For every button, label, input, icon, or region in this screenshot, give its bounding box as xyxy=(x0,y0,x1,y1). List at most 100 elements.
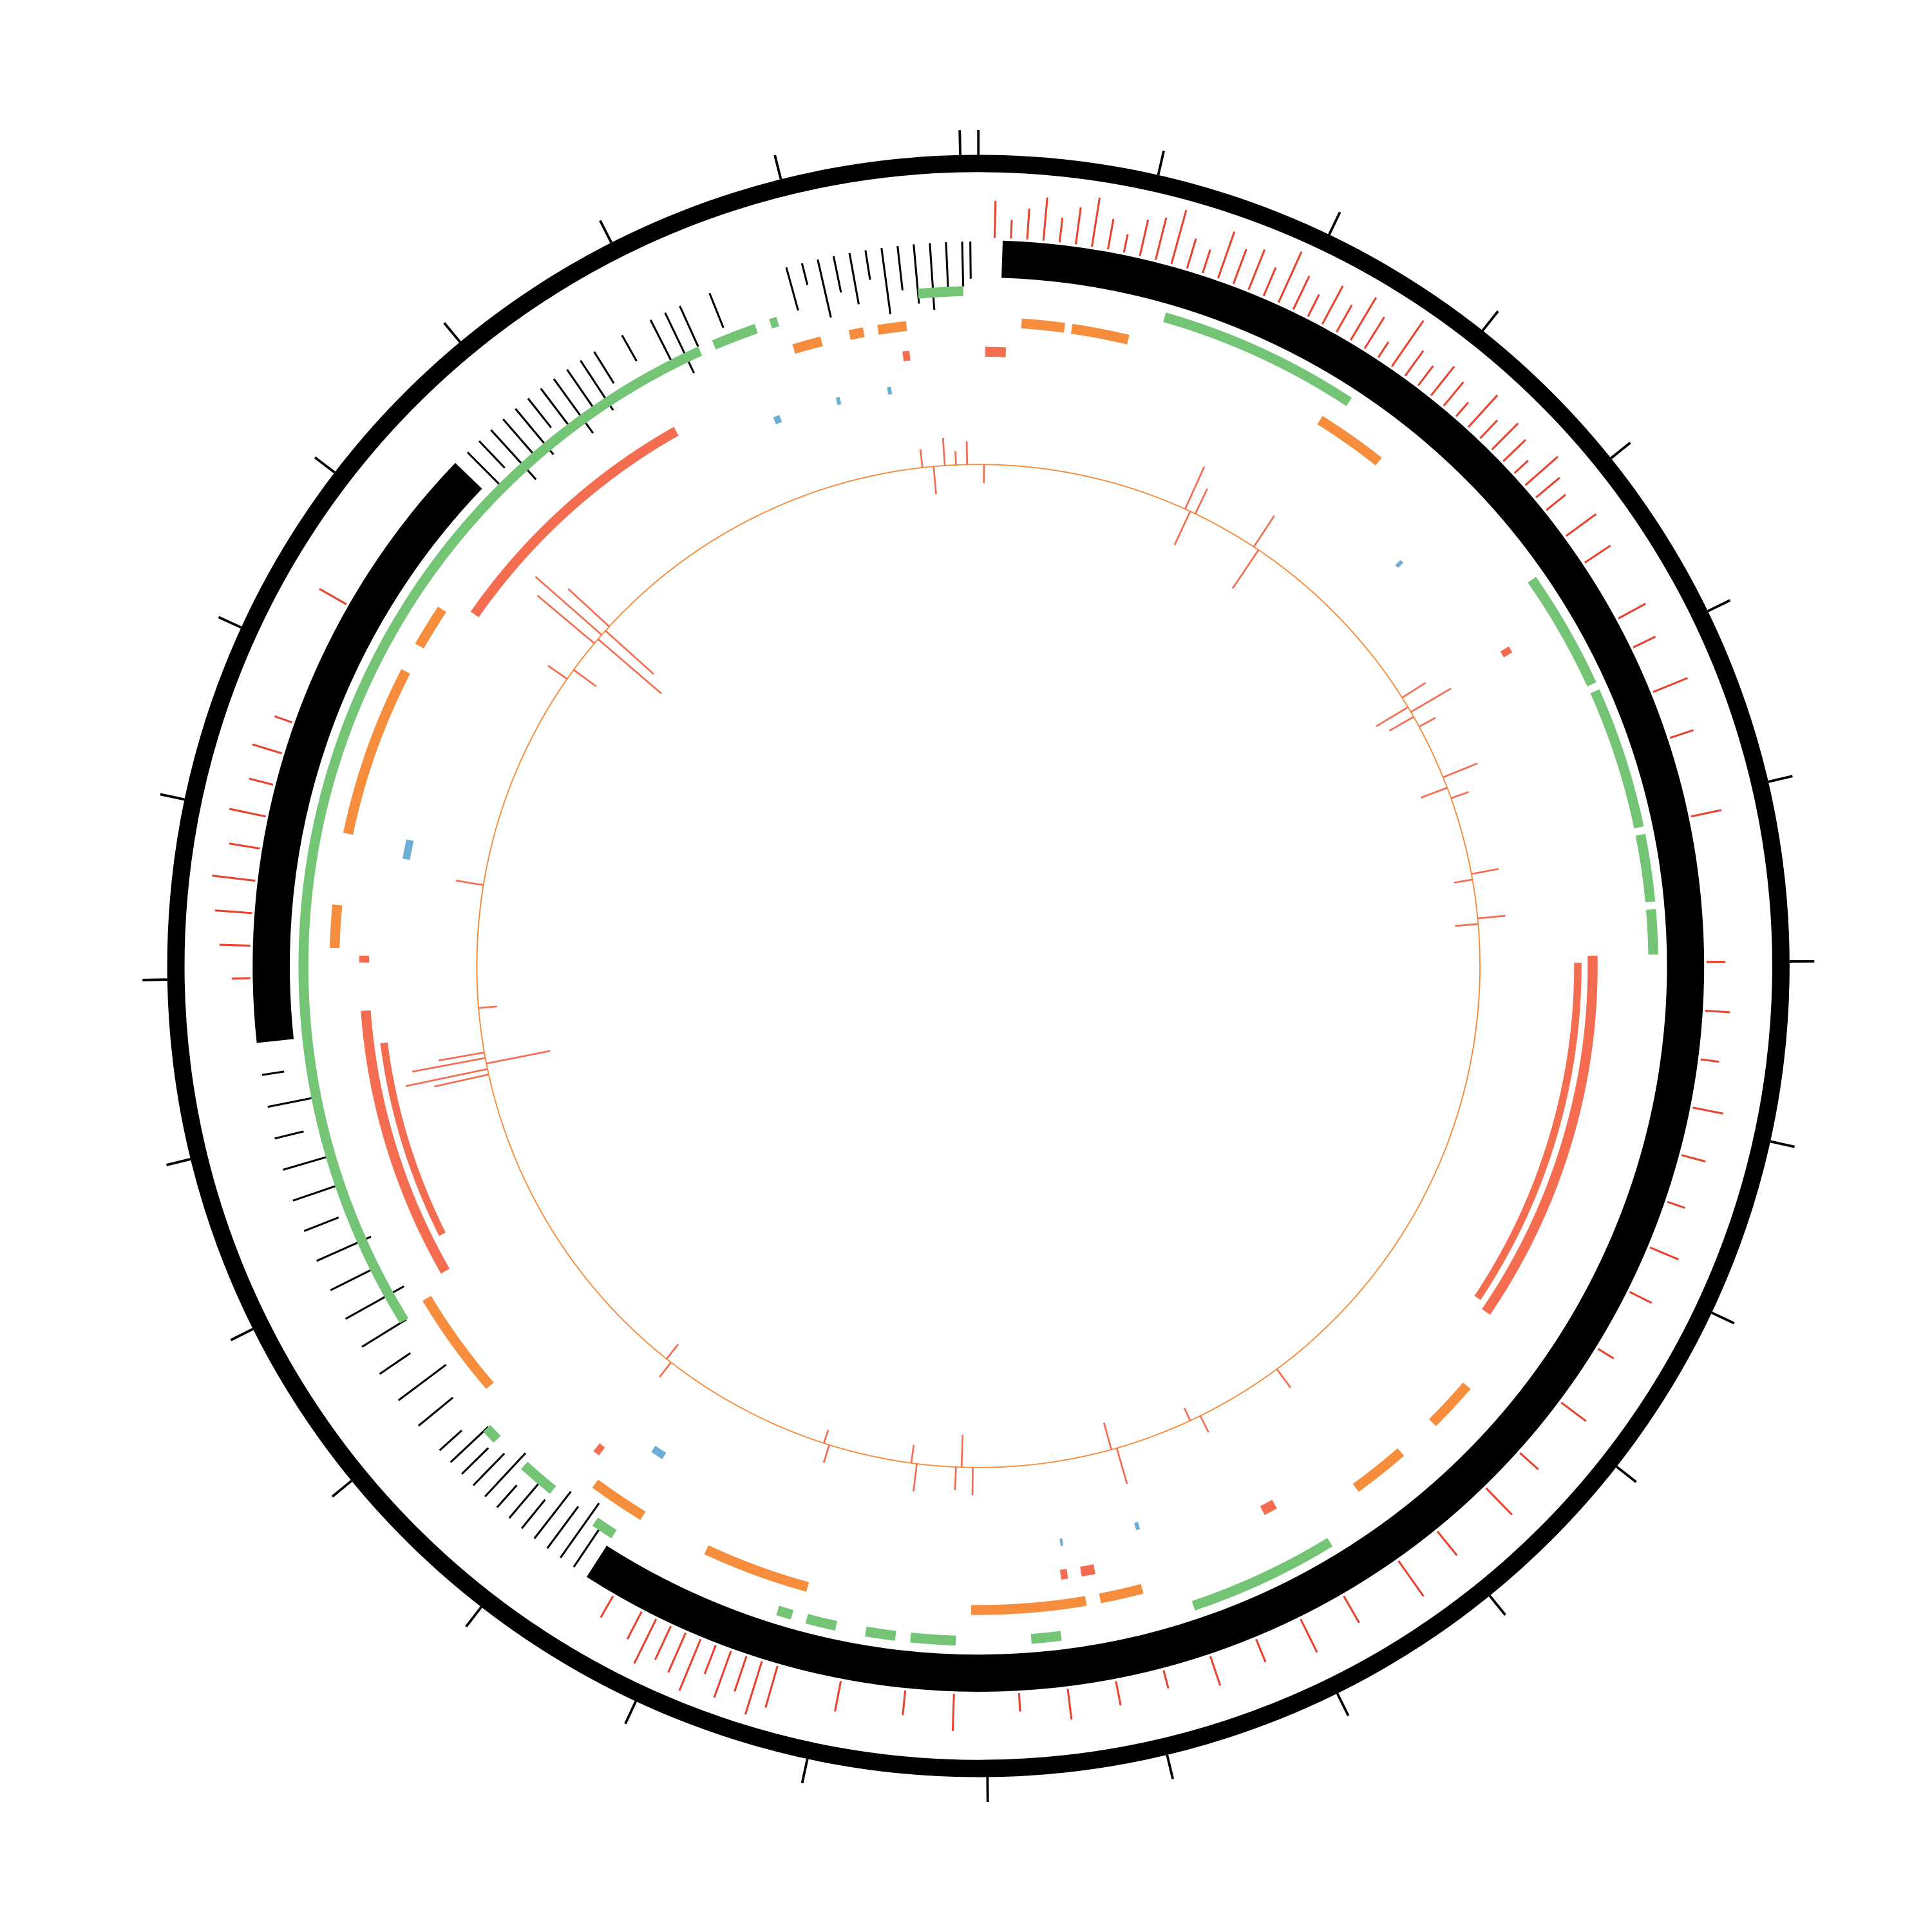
spike xyxy=(1388,715,1414,732)
arc-segment xyxy=(592,1517,617,1539)
histogram-bar xyxy=(1377,341,1390,358)
histogram-bar xyxy=(621,334,638,362)
spike xyxy=(822,1444,830,1463)
histogram-bar xyxy=(397,1363,447,1401)
histogram-bar xyxy=(654,1625,672,1660)
arc-segment xyxy=(298,346,703,1323)
spike xyxy=(1183,1407,1191,1421)
histogram-bar xyxy=(1669,729,1694,739)
arc-segment xyxy=(402,839,414,860)
histogram-bar xyxy=(1633,636,1656,649)
histogram-bar xyxy=(961,242,965,287)
tick-mark xyxy=(599,220,612,243)
histogram-bar xyxy=(785,267,799,311)
histogram-bar xyxy=(848,252,860,305)
tick-mark xyxy=(1166,1754,1175,1779)
tick-mark xyxy=(800,1758,809,1784)
histogram-bar xyxy=(902,1690,907,1716)
tick-mark xyxy=(1707,599,1731,612)
spike xyxy=(1231,549,1260,589)
arc-segment xyxy=(343,669,410,835)
arc-segment xyxy=(910,1633,956,1646)
tick-mark xyxy=(314,456,336,474)
histogram-bar xyxy=(993,200,997,238)
histogram-bar xyxy=(1106,218,1115,250)
histogram-bar xyxy=(1066,1689,1073,1720)
histogram-bar xyxy=(559,1502,600,1558)
tick-mark xyxy=(1336,1692,1350,1716)
histogram-bar xyxy=(1170,209,1188,265)
histogram-bar xyxy=(229,842,260,850)
histogram-bar xyxy=(832,256,842,293)
arc-segment xyxy=(1059,1569,1068,1580)
histogram-bar xyxy=(1350,297,1377,341)
spike xyxy=(536,594,595,645)
spike xyxy=(1477,914,1506,920)
histogram-bar xyxy=(1010,220,1013,239)
histogram-bar xyxy=(703,1645,717,1675)
arc-segment xyxy=(422,1296,494,1389)
histogram-bar xyxy=(1018,1692,1021,1712)
arc-segment xyxy=(773,415,782,424)
histogram-bar xyxy=(1524,455,1559,486)
histogram-bar xyxy=(1074,207,1082,245)
histogram-bar xyxy=(1690,809,1722,818)
histogram-bar xyxy=(546,1506,580,1549)
histogram-bar xyxy=(649,319,676,367)
spike xyxy=(1173,511,1191,545)
arc-segment xyxy=(651,1445,667,1459)
histogram-bar xyxy=(1417,365,1434,386)
histogram-bar xyxy=(1277,251,1303,303)
arc-segment xyxy=(1191,1538,1333,1611)
spike xyxy=(405,1068,488,1087)
spike xyxy=(1455,923,1479,927)
histogram-bar xyxy=(664,312,696,374)
spike xyxy=(1410,687,1452,713)
spike xyxy=(573,669,597,687)
histogram-bar xyxy=(1443,381,1464,407)
histogram-bar xyxy=(496,1484,518,1508)
arc-segment xyxy=(1030,1631,1062,1644)
arc-segment xyxy=(520,1461,556,1494)
arc-segment xyxy=(769,316,779,329)
arc-segment xyxy=(1260,1499,1277,1515)
histogram-bar xyxy=(896,245,904,290)
histogram-bar xyxy=(1201,249,1211,274)
histogram-bar xyxy=(1026,208,1030,240)
histogram-bar xyxy=(1705,1009,1730,1014)
arc-segment xyxy=(586,240,1705,1692)
histogram-bar xyxy=(1479,419,1499,439)
ideogram-ring xyxy=(167,155,1790,1777)
histogram-bar xyxy=(1467,394,1499,428)
spike xyxy=(919,449,923,468)
histogram-bar xyxy=(1186,238,1197,269)
tick-mark xyxy=(773,155,782,180)
tick-mark xyxy=(1328,211,1341,236)
histogram-bar xyxy=(1491,422,1519,451)
tick-mark xyxy=(166,1157,191,1166)
arc-segment xyxy=(1482,955,1598,1315)
histogram-bar xyxy=(1232,249,1247,285)
histogram-bar xyxy=(1058,217,1064,243)
histogram-bar xyxy=(1209,1656,1222,1686)
histogram-bar xyxy=(1115,1681,1122,1706)
histogram-bar xyxy=(1390,320,1425,367)
histogram-bar xyxy=(1042,197,1048,241)
arc-segment xyxy=(865,1626,896,1641)
spike xyxy=(910,1444,915,1464)
spike xyxy=(933,466,937,495)
histogram-bar xyxy=(330,1269,371,1291)
histogram-bar xyxy=(678,1638,702,1691)
histogram-bar xyxy=(439,1430,462,1452)
arc-segment xyxy=(1070,323,1130,345)
histogram-bar xyxy=(461,1447,489,1475)
histogram-bar xyxy=(361,1318,407,1348)
arc-segment xyxy=(1099,1584,1144,1604)
arc-segment xyxy=(415,606,447,649)
arc-segment xyxy=(1635,833,1656,903)
arc-segment xyxy=(792,336,823,354)
tick-mark xyxy=(1481,310,1499,332)
spike xyxy=(1194,488,1208,515)
tick-mark xyxy=(160,793,185,801)
